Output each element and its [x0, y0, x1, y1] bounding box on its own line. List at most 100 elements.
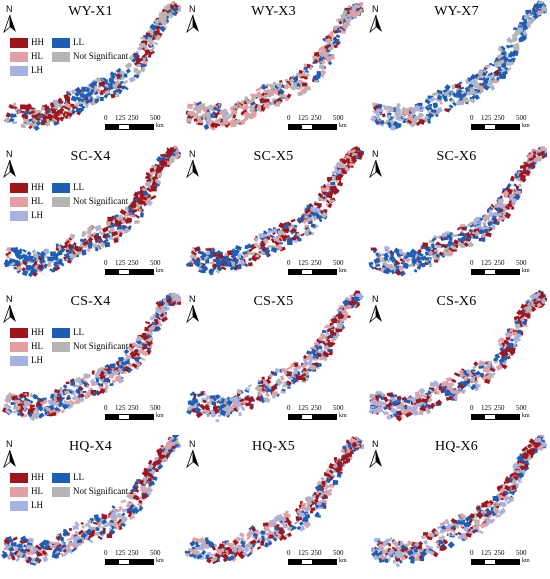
map-unit-lh — [306, 496, 313, 502]
map-unit-ns — [506, 38, 513, 44]
map-unit-ns — [86, 228, 92, 235]
map-unit-ns — [493, 360, 499, 364]
map-unit-hh — [286, 221, 292, 227]
map-unit-ll — [109, 528, 116, 535]
map-unit-ll — [399, 270, 406, 277]
map-unit-ll — [234, 245, 242, 251]
map-unit-ll — [186, 408, 193, 415]
map-unit-hh — [278, 222, 285, 229]
map-unit-ns — [137, 46, 142, 51]
map-unit-ll — [81, 105, 86, 110]
map-unit-hh — [396, 395, 402, 400]
map-unit-hh — [167, 153, 173, 157]
map-unit-hl — [264, 392, 270, 398]
map-unit-lh — [324, 331, 330, 336]
map-unit-hl — [352, 148, 357, 153]
map-unit-hh — [261, 246, 267, 252]
map-unit-ns — [262, 94, 268, 100]
map-panel: CS-X4 N HH HL LH LL Not Significant 0 125 250 500 k… — [0, 290, 181, 433]
map-unit-lh — [271, 395, 276, 399]
map-unit-ll — [75, 388, 81, 393]
map-unit-ns — [189, 253, 195, 259]
map-unit-ns — [162, 25, 168, 30]
map-unit-ll — [534, 9, 539, 13]
map-unit-hh — [433, 258, 439, 263]
map-unit-ll — [102, 238, 109, 244]
map-unit-hh — [247, 396, 255, 403]
map-unit-ll — [334, 39, 340, 44]
map-unit-ns — [256, 106, 262, 112]
map-unit-ll — [133, 53, 141, 60]
map-unit-hh — [395, 269, 402, 276]
map-unit-ns — [5, 394, 12, 400]
map-unit-ll — [10, 247, 15, 252]
scale-tick-label: 0 — [287, 404, 291, 412]
map-unit-ll — [145, 345, 152, 351]
map-unit-hh — [444, 108, 450, 113]
scale-bar: 0 125 250 500 km — [470, 404, 547, 430]
map-unit-ns — [488, 73, 496, 80]
map-unit-hh — [163, 161, 168, 167]
map-unit-lh — [359, 443, 364, 450]
map-panel: HQ-X4 N HH HL LH LL Not Significant 0 125 250 500 k… — [0, 435, 181, 578]
map-unit-ll — [267, 249, 271, 253]
map-unit-hh — [49, 102, 55, 108]
map-unit-ns — [112, 509, 118, 513]
map-unit-ns — [126, 492, 134, 500]
map-unit-hl — [459, 224, 466, 228]
map-unit-ll — [88, 243, 93, 249]
legend-label: HH — [31, 472, 44, 482]
map-unit-hl — [87, 390, 92, 394]
map-unit-ll — [426, 106, 433, 111]
scale-tick-label: 250 — [311, 114, 322, 122]
north-arrow-icon: N — [185, 149, 203, 179]
map-unit-hl — [3, 547, 9, 551]
map-unit-lh — [135, 506, 139, 510]
scale-segment — [484, 269, 496, 275]
map-unit-ll — [133, 357, 140, 362]
map-unit-ll — [58, 536, 65, 541]
map-unit-ns — [472, 365, 477, 370]
map-unit-ll — [63, 252, 70, 257]
map-unit-ns — [79, 390, 84, 395]
map-unit-ll — [273, 525, 280, 531]
map-unit-ns — [117, 214, 125, 222]
map-unit-hl — [91, 87, 98, 94]
map-unit-hh — [160, 314, 168, 323]
map-unit-hh — [3, 538, 11, 545]
map-unit-ll — [473, 371, 480, 376]
map-unit-ll — [505, 44, 510, 49]
map-unit-hl — [116, 508, 122, 513]
map-unit-ns — [472, 83, 479, 90]
map-unit-hh — [273, 239, 280, 246]
map-unit-ll — [495, 220, 500, 226]
map-unit-ll — [281, 84, 286, 89]
map-unit-hh — [20, 104, 26, 110]
map-unit-lh — [149, 316, 154, 321]
map-unit-ns — [33, 122, 37, 127]
map-unit-lh — [165, 304, 169, 307]
map-unit-ll — [97, 382, 103, 387]
map-unit-lh — [162, 297, 167, 303]
map-unit-hh — [115, 72, 121, 79]
map-unit-lh — [298, 525, 306, 532]
map-unit-ns — [91, 98, 96, 104]
map-unit-hh — [239, 398, 245, 403]
map-unit-hh — [11, 395, 18, 401]
map-unit-ns — [77, 101, 82, 105]
map-unit-ll — [390, 252, 394, 257]
map-unit-ll — [473, 73, 480, 79]
map-unit-ll — [327, 60, 333, 66]
scale-tick-label: 500 — [516, 404, 527, 412]
map-unit-hh — [5, 251, 12, 257]
map-unit-hh — [313, 58, 319, 64]
map-unit-hl — [328, 483, 335, 488]
scale-segment — [118, 559, 130, 565]
map-unit-ns — [51, 117, 58, 123]
map-unit-ll — [296, 82, 302, 88]
map-unit-ll — [522, 24, 529, 31]
map-unit-ll — [491, 220, 496, 225]
map-unit-hh — [472, 228, 478, 233]
map-unit-hl — [235, 537, 241, 542]
map-unit-hl — [353, 441, 360, 446]
